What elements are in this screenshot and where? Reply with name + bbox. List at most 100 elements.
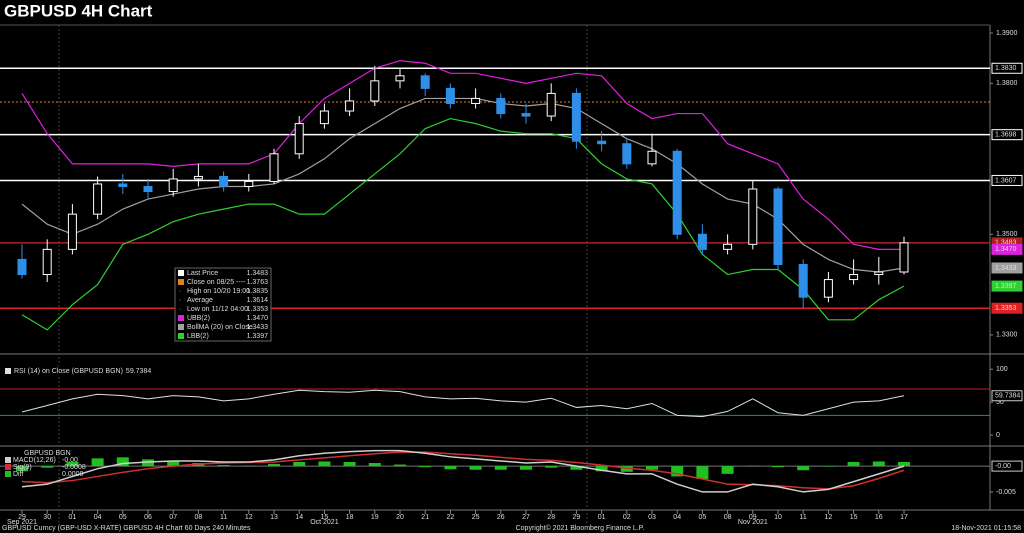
bollinger-band bbox=[21, 60, 904, 250]
candle-body bbox=[622, 143, 632, 165]
x-tick-label: 27 bbox=[522, 514, 530, 521]
diff-bar bbox=[41, 466, 54, 468]
x-tick-label: 01 bbox=[69, 514, 77, 521]
diff-bar bbox=[66, 461, 79, 467]
legend-label: UBB(2) bbox=[187, 315, 210, 322]
x-tick-label: 12 bbox=[825, 514, 833, 521]
candle-body bbox=[42, 248, 52, 276]
x-tick-label: 15 bbox=[321, 514, 329, 521]
value-box bbox=[991, 243, 1023, 255]
candle-body bbox=[496, 97, 506, 115]
diff-bar bbox=[696, 466, 709, 480]
diff-bar bbox=[746, 465, 759, 467]
candle-body bbox=[17, 258, 27, 276]
diff-bar bbox=[293, 461, 306, 467]
value-box bbox=[991, 62, 1023, 74]
candle-body bbox=[723, 243, 733, 250]
diff-bar bbox=[570, 466, 583, 470]
legend-label: Last Price bbox=[187, 270, 218, 277]
footer-left: GBPUSD Curncy (GBP-USD X-RATE) GBPUSD 4H… bbox=[2, 525, 251, 532]
candle-body bbox=[849, 274, 859, 281]
diff-bar bbox=[318, 461, 331, 467]
x-tick-label: 28 bbox=[547, 514, 555, 521]
value-box bbox=[991, 280, 1023, 292]
diff-bar bbox=[394, 464, 406, 467]
value-box bbox=[991, 174, 1023, 186]
diff-bar bbox=[167, 460, 180, 467]
legend-label: Sig(9) bbox=[13, 464, 32, 471]
diff-bar bbox=[721, 466, 734, 474]
diff-bar bbox=[646, 466, 658, 470]
legend-value: 1.3483 bbox=[247, 270, 269, 277]
footer-center: Copyright© 2021 Bloomberg Finance L.P. bbox=[516, 524, 645, 532]
candle-body bbox=[546, 92, 556, 117]
candle-body bbox=[798, 263, 808, 298]
legend-label: Close on 08/25 ---- bbox=[187, 279, 246, 286]
diff-bar bbox=[772, 466, 784, 468]
diff-bar bbox=[142, 459, 154, 467]
x-tick-label: 05 bbox=[699, 514, 707, 521]
candle-body bbox=[118, 183, 128, 187]
x-tick-label: 01 bbox=[598, 514, 606, 521]
legend-label: BollMA (20) on Close bbox=[187, 324, 253, 331]
y-tick-label: 1.3800 bbox=[996, 80, 1018, 87]
legend-value: 1.3433 bbox=[247, 324, 269, 331]
diff-bar bbox=[822, 466, 835, 467]
value-box-label: 1.3397 bbox=[995, 283, 1017, 290]
x-tick-label: 13 bbox=[270, 514, 278, 521]
value-box bbox=[991, 262, 1023, 274]
x-tick-label: 12 bbox=[245, 514, 253, 521]
candle-body bbox=[597, 140, 607, 145]
value-box bbox=[991, 302, 1023, 314]
legend-label: LBB(2) bbox=[187, 333, 209, 340]
legend-value: 1.3397 bbox=[247, 333, 269, 340]
x-tick-label: 15 bbox=[850, 514, 858, 521]
candle-body bbox=[395, 75, 405, 82]
candle-body bbox=[697, 233, 707, 250]
legend-marker: · bbox=[179, 297, 181, 304]
legend-swatch bbox=[178, 324, 184, 330]
diff-bar bbox=[16, 466, 28, 472]
y-tick-label: 0 bbox=[996, 432, 1000, 439]
candle-body bbox=[823, 279, 833, 298]
diff-bar bbox=[368, 463, 381, 467]
legend-swatch bbox=[5, 457, 11, 463]
legend-value: -0.0008 bbox=[62, 464, 86, 471]
x-tick-label: 04 bbox=[673, 514, 681, 521]
legend-box bbox=[174, 267, 272, 342]
value-box bbox=[991, 129, 1023, 141]
candle-body bbox=[874, 271, 884, 276]
legend-marker: · bbox=[179, 288, 181, 295]
legend-label: MACD(12,26) bbox=[13, 457, 56, 464]
diff-bar bbox=[620, 466, 633, 472]
candle-body bbox=[67, 213, 77, 250]
diff-bar bbox=[898, 461, 910, 467]
candle-body bbox=[244, 180, 254, 187]
y-tick-label: 1.3500 bbox=[996, 231, 1018, 238]
legend-value: 1.3470 bbox=[247, 315, 269, 322]
candle-body bbox=[571, 92, 581, 142]
y-tick-label: 1.3300 bbox=[996, 332, 1018, 339]
x-tick-label: 22 bbox=[447, 514, 455, 521]
x-tick-label: 11 bbox=[800, 514, 807, 521]
candle-body bbox=[748, 188, 758, 245]
candle-body bbox=[168, 178, 178, 193]
x-group-label: Oct 2021 bbox=[310, 519, 339, 526]
panel-title-text: RSI (14) on Close (GBPUSD BGN) bbox=[14, 368, 123, 375]
candle-body bbox=[345, 100, 355, 112]
candle-body bbox=[445, 87, 455, 104]
macd-line bbox=[21, 449, 905, 493]
candle-body bbox=[219, 175, 229, 187]
x-tick-label: 06 bbox=[144, 514, 152, 521]
value-box bbox=[991, 390, 1023, 402]
legend-swatch bbox=[5, 464, 11, 470]
x-tick-label: 02 bbox=[623, 514, 631, 521]
legend-swatch bbox=[5, 368, 11, 374]
candle-body bbox=[672, 150, 682, 235]
legend-label: High on 10/20 19:00 bbox=[187, 288, 250, 295]
x-tick-label: 03 bbox=[648, 514, 656, 521]
diff-bar bbox=[217, 465, 230, 467]
panel-title: RSI (14) on Close (GBPUSD BGN) 59.7384 bbox=[14, 368, 151, 375]
